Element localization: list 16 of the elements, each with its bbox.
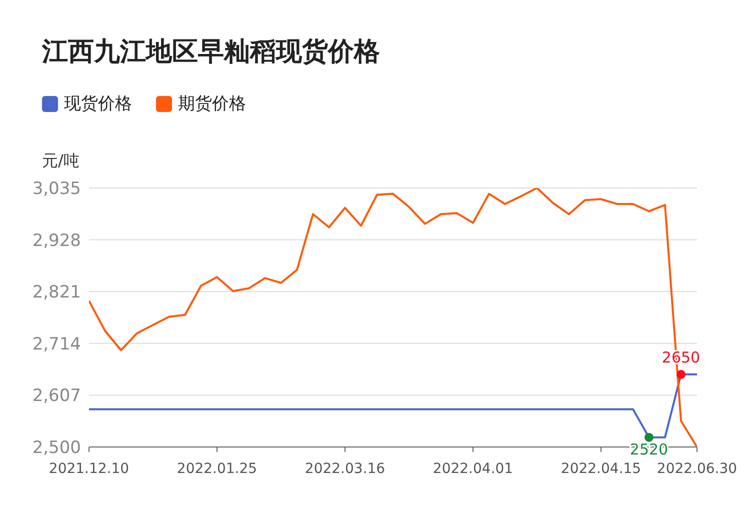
y-tick-label: 3,035 bbox=[32, 179, 81, 200]
y-tick-label: 2,821 bbox=[32, 282, 81, 303]
x-tick-label: 2022.04.15 bbox=[560, 460, 642, 477]
legend-label: 现货价格 bbox=[64, 93, 132, 115]
legend-label: 期货价格 bbox=[178, 93, 246, 115]
y-tick-label: 2,928 bbox=[32, 230, 81, 251]
y-tick-label: 2,607 bbox=[32, 386, 81, 406]
x-tick-label: 2022.04.01 bbox=[432, 460, 514, 477]
y-tick-label: 2,500 bbox=[32, 438, 81, 458]
x-tick-label: 2022.03.16 bbox=[304, 460, 386, 477]
x-tick-label: 2021.12.10 bbox=[48, 460, 130, 477]
y-axis-title: 元/吨 bbox=[42, 151, 80, 172]
y-tick-label: 2,714 bbox=[32, 334, 81, 354]
chart-title: 江西九江地区早籼稻现货价格 bbox=[42, 36, 380, 69]
x-tick-label: 2022.06.30 bbox=[656, 460, 738, 477]
x-tick-label: 2022.01.25 bbox=[176, 460, 258, 477]
